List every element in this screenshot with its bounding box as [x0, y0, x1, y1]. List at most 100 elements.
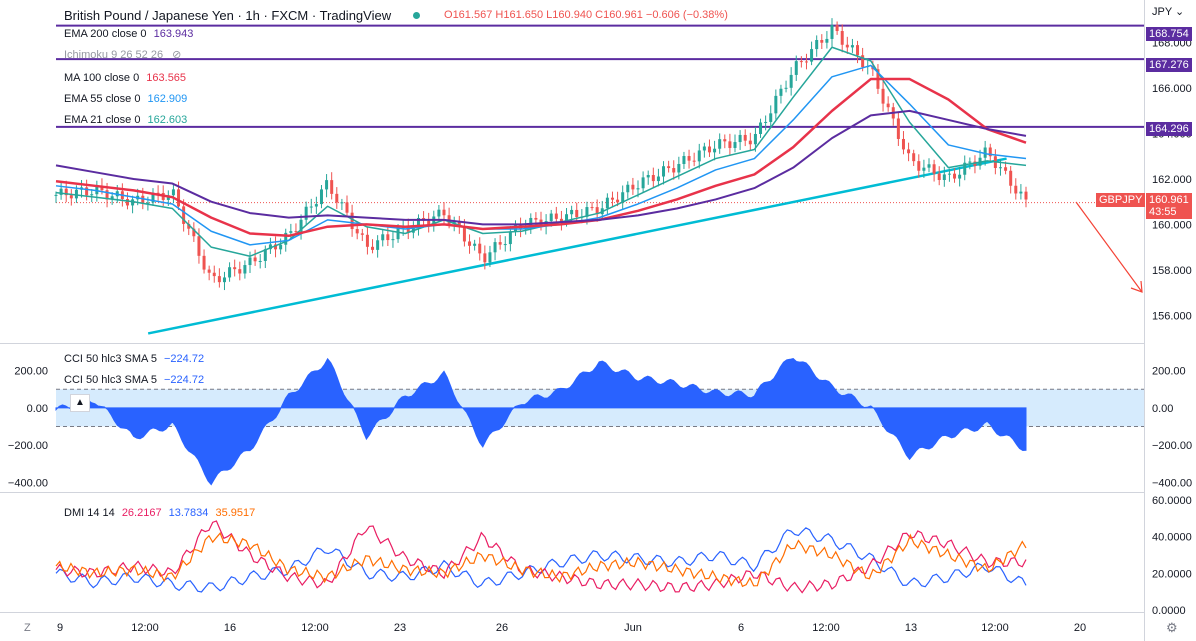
pane-separator-cci[interactable]	[0, 343, 1144, 344]
eye-off-icon[interactable]: ⊘	[172, 49, 182, 61]
time-tick-label: Jun	[624, 622, 642, 634]
timezone-button[interactable]: Z	[24, 622, 31, 634]
candle-body	[692, 160, 696, 162]
cci-area	[55, 357, 1027, 486]
indicator-legend-ema200[interactable]: EMA 200 close 0 163.943	[64, 27, 193, 41]
candle-body	[636, 188, 640, 190]
indicator-legend-ema55[interactable]: EMA 55 close 0 162.909	[64, 92, 187, 106]
candle-body	[922, 167, 926, 171]
candle-body	[570, 209, 574, 215]
support-trendline	[147, 157, 1007, 335]
candle-body	[825, 38, 829, 43]
candle-body	[365, 234, 369, 247]
candle-body	[156, 192, 160, 194]
dmi-tick-label: 60.0000	[1152, 495, 1192, 507]
candle-body	[192, 228, 196, 237]
candle-body	[437, 209, 441, 217]
candle-body	[309, 206, 313, 208]
ma-line-ema200	[55, 109, 1027, 226]
candle-body	[304, 206, 308, 220]
candle-body	[381, 234, 385, 241]
candle-body	[590, 207, 594, 209]
candle-body	[815, 39, 819, 50]
candle-body	[641, 177, 645, 189]
level-label-1: 168.754	[1146, 27, 1192, 41]
candle-body	[263, 249, 267, 261]
price-tick-label: 158.000	[1152, 265, 1192, 277]
ohlc-change: −0.606 (−0.38%)	[645, 9, 728, 21]
cci-tick-label: −200.00	[1152, 440, 1192, 452]
candle-body	[713, 148, 717, 153]
candle-body	[917, 161, 921, 171]
candle-body	[672, 168, 676, 173]
indicator-legend-ma100[interactable]: MA 100 close 0 163.565	[64, 71, 186, 85]
candle-body	[529, 217, 533, 228]
candle-body	[74, 189, 78, 199]
pane-separator-dmi[interactable]	[0, 492, 1144, 493]
candle-body	[662, 166, 666, 177]
indicator-legend-ichimoku[interactable]: Ichimoku 9 26 52 26 ⊘	[64, 48, 181, 62]
indicator-value: 163.943	[153, 28, 194, 40]
candle-body	[743, 134, 747, 141]
candle-body	[207, 269, 211, 273]
candle-body	[442, 209, 446, 216]
dmi-minus-value: 13.7834	[168, 507, 209, 519]
candle-body	[605, 197, 609, 209]
candle-body	[534, 217, 538, 220]
cci-legend-1[interactable]: CCI 50 hlc3 SMA 5 −224.72	[64, 352, 204, 366]
candle-body	[406, 226, 410, 233]
candle-body	[187, 223, 191, 229]
candle-body	[416, 218, 420, 228]
candle-body	[651, 175, 655, 182]
settings-gear-icon[interactable]: ⚙	[1166, 620, 1178, 635]
candle-body	[427, 220, 431, 226]
candle-body	[896, 118, 900, 139]
dmi-line-adx	[55, 532, 1027, 588]
candle-body	[391, 239, 395, 241]
candle-body	[222, 277, 226, 283]
candle-body	[498, 242, 502, 245]
candle-body	[764, 121, 768, 123]
price-tick-label: 162.000	[1152, 174, 1192, 186]
candle-body	[1004, 167, 1008, 171]
candle-body	[575, 209, 579, 218]
indicator-legend-ema21[interactable]: EMA 21 close 0 162.603	[64, 113, 187, 127]
candle-body	[810, 49, 814, 62]
candle-body	[850, 45, 854, 48]
candle-body	[998, 167, 1002, 169]
candle-body	[105, 190, 109, 200]
price-tick-label: 160.000	[1152, 219, 1192, 231]
candle-body	[284, 232, 288, 245]
currency-selector[interactable]: JPY ⌄	[1152, 5, 1184, 18]
candle-body	[294, 231, 298, 233]
ohlc-high: 161.650	[503, 9, 544, 21]
candle-body	[457, 221, 461, 227]
cci-legend-2[interactable]: CCI 50 hlc3 SMA 5 −224.72	[64, 373, 204, 387]
candle-body	[687, 156, 691, 161]
candle-body	[718, 139, 722, 149]
ma-line-ma100	[55, 77, 1027, 238]
candle-body	[131, 199, 135, 206]
ohlc-readout: O161.567 H161.650 L160.940 C160.961 −0.6…	[444, 9, 728, 21]
indicator-label: EMA 21 close 0	[64, 114, 141, 126]
dmi-line-plus	[55, 527, 1027, 593]
candle-body	[335, 193, 339, 203]
candle-body	[503, 244, 507, 246]
candle-body	[488, 252, 492, 263]
candle-body	[733, 142, 737, 148]
collapse-pane-icon[interactable]: ▲	[70, 394, 90, 412]
dmi-legend[interactable]: DMI 14 14 26.2167 13.7834 35.9517	[64, 506, 255, 520]
candle-body	[983, 147, 987, 158]
candle-body	[932, 164, 936, 174]
candle-body	[748, 140, 752, 145]
time-axis-border	[0, 612, 1144, 613]
candle-body	[968, 161, 972, 163]
cci-tick-label-left: −200.00	[8, 440, 48, 452]
candle-body	[125, 199, 129, 206]
cci-tick-label-left: 0.00	[27, 403, 48, 415]
candle-body	[253, 257, 257, 262]
candle-body	[559, 218, 563, 223]
candle-body	[702, 146, 706, 151]
indicator-label: MA 100 close 0	[64, 72, 140, 84]
